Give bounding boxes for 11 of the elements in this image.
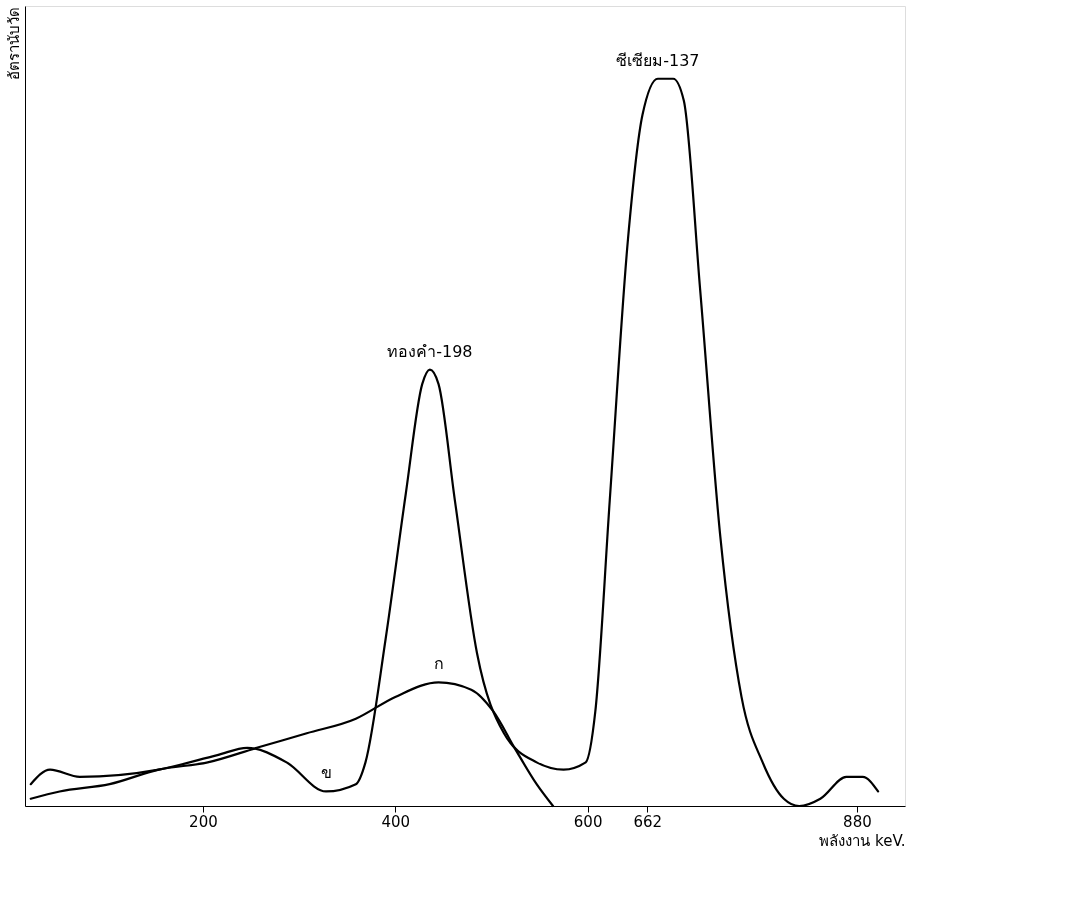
annotation: ก [433, 654, 444, 674]
annotation: ซีเซียม-137 [616, 50, 700, 70]
x-tick-label: 400 [381, 812, 411, 831]
x-tick-label: 600 [573, 812, 603, 831]
x-tick-label: 880 [843, 812, 872, 831]
y-axis-title: อัตรานับวัด [4, 6, 23, 80]
x-tick-label: 200 [189, 812, 218, 831]
annotation: ทองคำ-198 [387, 341, 473, 361]
x-tick-label: 662 [633, 812, 663, 831]
annotation: ข [320, 763, 332, 783]
x-axis-title: พลังงาน keV. [819, 831, 906, 850]
